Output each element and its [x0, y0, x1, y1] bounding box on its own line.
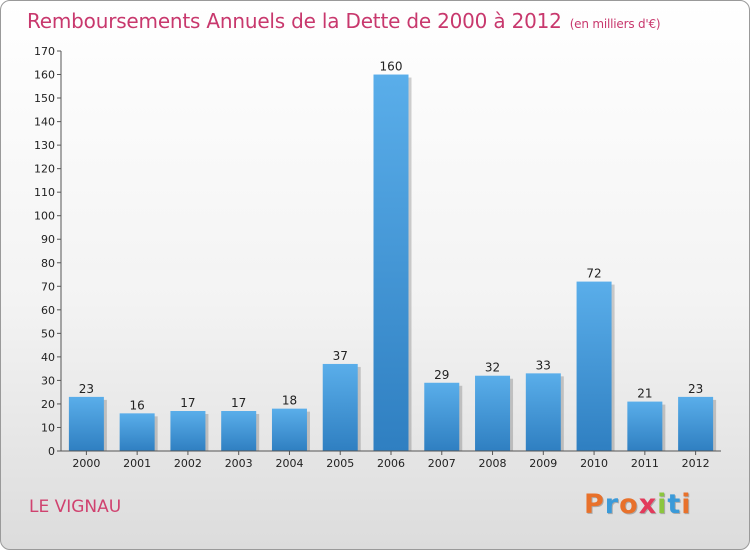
bar-value-label: 33: [536, 358, 551, 372]
bar-value-label: 17: [180, 396, 195, 410]
proxiti-logo: Proxiti: [584, 489, 692, 520]
y-tick-label: 150: [34, 92, 55, 105]
x-tick-label: 2007: [428, 457, 456, 470]
y-tick-label: 70: [41, 280, 55, 293]
bar: [221, 411, 257, 451]
bar-value-label: 29: [434, 368, 449, 382]
x-tick-label: 2003: [225, 457, 253, 470]
bar-value-label: 72: [586, 267, 601, 281]
y-tick-label: 130: [34, 139, 55, 152]
x-tick-label: 2001: [123, 457, 151, 470]
y-tick-label: 120: [34, 163, 55, 176]
bar-value-label: 23: [688, 382, 703, 396]
bar-value-label: 37: [333, 349, 348, 363]
y-tick-label: 30: [41, 374, 55, 387]
y-tick-label: 50: [41, 327, 55, 340]
bar-value-label: 23: [79, 382, 94, 396]
bar: [170, 411, 206, 451]
y-axis: 0 10 20 30 40 50 60 70 80 90 100 110 120 130 140 150 160…: [34, 45, 62, 458]
bar: [678, 396, 714, 451]
chart-subtitle: (en milliers d'€): [569, 17, 661, 31]
bar-value-label: 32: [485, 361, 500, 375]
y-tick-label: 90: [41, 233, 55, 246]
chart-title: Remboursements Annuels de la Dette de 20…: [27, 9, 661, 33]
y-tick-label: 100: [34, 210, 55, 223]
x-tick-label: 2006: [377, 457, 405, 470]
x-tick-label: 2009: [529, 457, 557, 470]
x-tick-label: 2005: [326, 457, 354, 470]
y-tick-label: 60: [41, 304, 55, 317]
y-tick-label: 170: [34, 45, 55, 58]
x-tick-label: 2002: [174, 457, 202, 470]
x-tick-label: 2004: [275, 457, 303, 470]
y-tick-label: 20: [41, 398, 55, 411]
logo-letter: i: [681, 489, 692, 520]
bar: [576, 281, 612, 451]
bar: [475, 375, 511, 451]
logo-letter: t: [667, 489, 682, 520]
bar-value-label: 21: [637, 387, 652, 401]
x-tick-label: 2008: [479, 457, 507, 470]
bar: [119, 413, 155, 451]
chart-title-text: Remboursements Annuels de la Dette de 20…: [27, 9, 562, 33]
x-tick-label: 2011: [631, 457, 659, 470]
logo-letter: P: [584, 489, 605, 520]
bar-value-label: 18: [282, 394, 297, 408]
bar: [627, 401, 663, 451]
x-tick-label: 2012: [682, 457, 710, 470]
bar-value-label: 160: [380, 60, 403, 74]
y-tick-label: 0: [48, 445, 55, 458]
x-tick-label: 2000: [72, 457, 100, 470]
x-tick-label: 2010: [580, 457, 608, 470]
y-tick-label: 10: [41, 421, 55, 434]
bar: [322, 363, 358, 451]
logo-letter: o: [619, 489, 639, 520]
bar: [68, 396, 104, 451]
bar: [525, 373, 561, 451]
logo-letter: x: [638, 489, 658, 520]
y-tick-label: 140: [34, 116, 55, 129]
bar-value-label: 16: [130, 398, 145, 412]
y-tick-label: 160: [34, 69, 55, 82]
bar: [424, 382, 460, 451]
y-tick-label: 80: [41, 257, 55, 270]
logo-letter: i: [657, 489, 668, 520]
commune-name: LE VIGNAU: [29, 497, 122, 517]
bar-value-label: 17: [231, 396, 246, 410]
bar: [271, 408, 307, 451]
bar: [373, 74, 409, 451]
y-tick-label: 110: [34, 186, 55, 199]
logo-letter: r: [604, 489, 620, 520]
y-tick-label: 40: [41, 351, 55, 364]
bars: 23 16 17 17 18 37 160 29 32 33 72 21 23: [68, 60, 717, 451]
x-axis: 2000 2001 2002 2003 2004 2005 2006 2007 2008 2009…: [61, 450, 721, 470]
